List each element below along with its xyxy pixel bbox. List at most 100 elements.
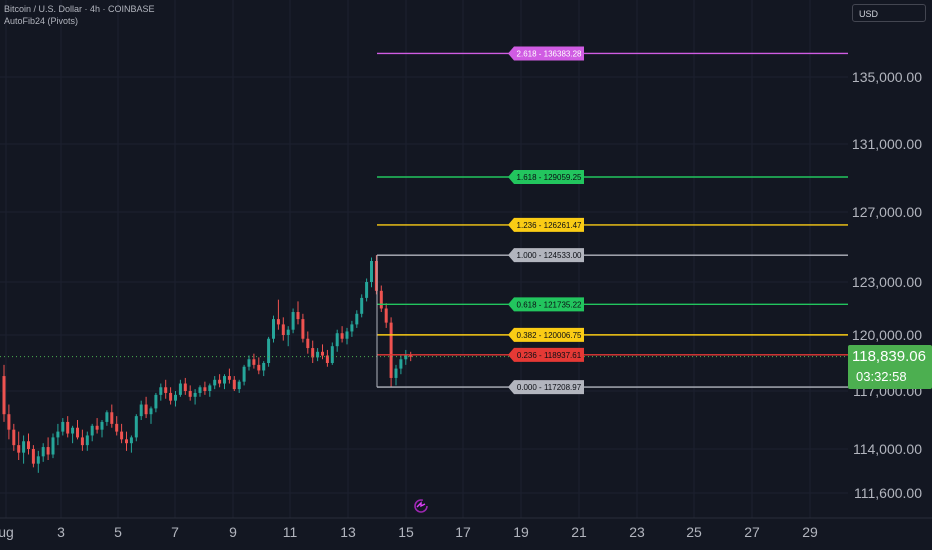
fib-label: 1.618 - 129059.25 xyxy=(517,173,582,182)
candle xyxy=(213,376,217,390)
candle xyxy=(281,317,285,341)
candle xyxy=(61,418,65,436)
candle xyxy=(404,349,408,365)
candle xyxy=(100,420,104,438)
candle xyxy=(17,431,21,460)
candle xyxy=(325,349,329,367)
candle xyxy=(232,376,236,391)
reset-chart-icon[interactable] xyxy=(413,498,429,514)
candle xyxy=(267,336,271,367)
currency-selector[interactable]: USD xyxy=(852,4,926,22)
candle xyxy=(134,414,138,442)
fib-level-0-000[interactable]: 0.000 - 117208.97 xyxy=(377,380,850,395)
candle xyxy=(374,255,378,295)
candle xyxy=(2,364,6,422)
current-price-tag: 118,839.06 03:32:58 xyxy=(848,345,932,389)
fib-level-1-618[interactable]: 1.618 - 129059.25 xyxy=(377,169,850,184)
candle xyxy=(120,423,124,444)
fib-label: 1.000 - 124533.00 xyxy=(517,251,582,260)
candle xyxy=(193,389,197,405)
candle xyxy=(330,342,334,365)
candle xyxy=(350,320,354,337)
x-tick-label: 27 xyxy=(744,524,760,540)
candle xyxy=(71,425,75,444)
fib-levels: 2.618 - 136383.28 1.618 - 129059.25 1.236 … xyxy=(376,46,850,395)
candle xyxy=(296,301,300,325)
current-price: 118,839.06 xyxy=(852,348,926,365)
fib-level-0-382[interactable]: 0.382 - 120006.75 xyxy=(377,327,850,342)
fib-label: 2.618 - 136383.28 xyxy=(517,49,582,58)
candle xyxy=(286,326,290,347)
candle xyxy=(242,364,246,386)
price-axis-background xyxy=(848,0,932,518)
fib-level-1-000[interactable]: 1.000 - 124533.00 xyxy=(377,248,850,263)
candle xyxy=(345,327,349,345)
x-tick-label: 9 xyxy=(229,524,237,540)
candle xyxy=(56,423,60,446)
candle xyxy=(306,331,310,354)
time-axis[interactable]: ug 3 5 7 9 11 13 15 17 19 21 23 25 27 29 xyxy=(0,517,932,540)
fib-label: 0.618 - 121735.22 xyxy=(517,300,582,309)
candle xyxy=(12,423,16,451)
candle xyxy=(183,377,187,395)
y-tick-label: 123,000.00 xyxy=(852,274,922,290)
candle xyxy=(110,404,114,428)
candle xyxy=(276,299,280,330)
bar-countdown: 03:32:58 xyxy=(856,369,907,384)
candle xyxy=(188,385,192,401)
x-tick-label: 15 xyxy=(398,524,414,540)
x-tick-label: 25 xyxy=(686,524,702,540)
symbol-title: Bitcoin / U.S. Dollar · 4h · COINBASE xyxy=(4,4,155,14)
candle xyxy=(316,348,320,362)
y-tick-label: 111,600.00 xyxy=(854,485,922,501)
candle xyxy=(22,435,26,464)
fib-label: 0.382 - 120006.75 xyxy=(517,331,582,340)
y-tick-label: 127,000.00 xyxy=(852,204,922,220)
x-tick-label: 29 xyxy=(802,524,818,540)
candle xyxy=(80,429,84,451)
candle xyxy=(159,383,163,401)
candle xyxy=(105,410,109,426)
x-tick-label: 17 xyxy=(455,524,471,540)
candle xyxy=(360,294,364,318)
candle xyxy=(125,431,128,451)
y-tick-label: 114,000.00 xyxy=(853,441,922,457)
candle xyxy=(389,317,393,388)
x-tick-label: 5 xyxy=(114,524,122,540)
candle xyxy=(321,344,324,360)
candle xyxy=(218,374,222,388)
candle xyxy=(301,313,305,343)
x-tick-label: 13 xyxy=(340,524,356,540)
fib-level-0-618[interactable]: 0.618 - 121735.22 xyxy=(377,297,850,312)
candle xyxy=(164,379,168,399)
candle xyxy=(208,383,212,397)
candle xyxy=(174,391,177,407)
candle xyxy=(394,364,398,386)
candle xyxy=(340,326,344,343)
fib-level-0-236[interactable]: 0.236 - 118937.61 xyxy=(377,347,850,362)
candle xyxy=(51,433,55,459)
fib-label: 0.236 - 118937.61 xyxy=(517,351,582,360)
x-tick-label: 7 xyxy=(171,524,179,540)
y-tick-label: 120,000.00 xyxy=(852,327,922,343)
x-tick-label: 23 xyxy=(629,524,645,540)
candle xyxy=(203,381,207,395)
candle xyxy=(76,420,79,440)
candle xyxy=(262,361,266,377)
fib-level-1-236[interactable]: 1.236 - 126261.47 xyxy=(377,217,850,232)
fib-level-2-618[interactable]: 2.618 - 136383.28 xyxy=(377,46,850,61)
candle xyxy=(31,445,35,468)
candles xyxy=(0,255,848,473)
candle xyxy=(237,379,241,393)
candle xyxy=(379,285,383,313)
indicator-title: AutoFib24 (Pivots) xyxy=(4,16,79,26)
fib-label: 1.236 - 126261.47 xyxy=(517,221,582,230)
candle xyxy=(169,387,173,405)
candle xyxy=(115,416,119,436)
candle xyxy=(154,392,158,413)
candle xyxy=(41,443,45,462)
price-axis[interactable]: 135,000.00 131,000.00 127,000.00 123,000.00… xyxy=(848,0,932,518)
candle xyxy=(85,431,89,451)
candle xyxy=(46,437,50,460)
